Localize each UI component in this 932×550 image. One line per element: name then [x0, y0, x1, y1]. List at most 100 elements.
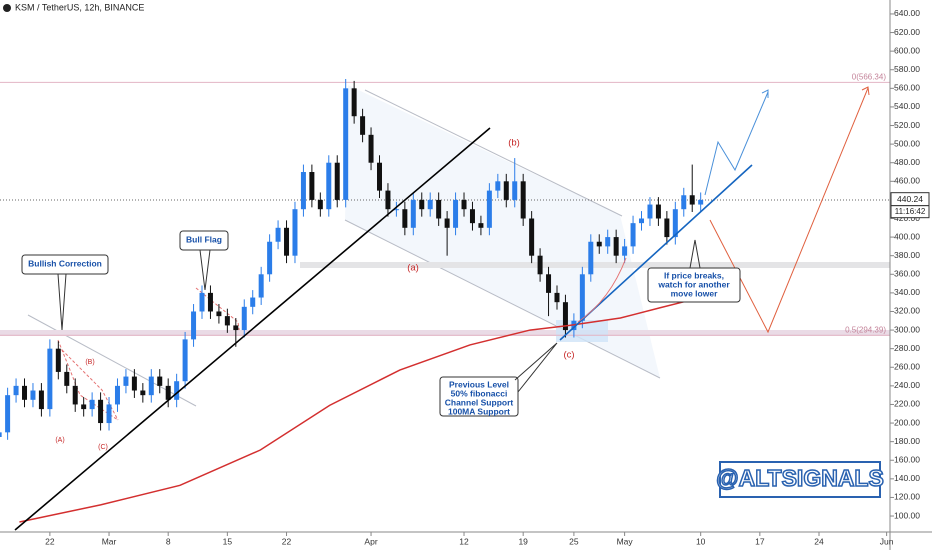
y-tick-label: 140.00	[894, 473, 920, 483]
candle-body	[495, 181, 501, 191]
candle-body	[419, 199, 425, 210]
callout-box	[179, 230, 229, 251]
candle-body	[351, 88, 357, 117]
correction-dash	[61, 349, 119, 421]
candle-body	[309, 172, 315, 200]
candle-body	[233, 325, 239, 331]
candle-body	[64, 371, 70, 386]
trendline	[14, 127, 491, 531]
candle-body	[140, 390, 146, 396]
candle-body	[655, 204, 661, 219]
wave-label: (A)	[55, 437, 64, 444]
candle-body	[292, 209, 298, 256]
candle-body	[224, 316, 230, 326]
candle-body	[114, 385, 120, 405]
candle-body	[360, 116, 366, 135]
candle-body	[81, 404, 87, 410]
candle-body	[393, 209, 399, 211]
x-tick-label: 25	[569, 536, 579, 546]
x-tick-label: 10	[696, 536, 706, 546]
candle-body	[639, 218, 645, 224]
candle-body	[275, 227, 281, 242]
arrow-head	[761, 89, 769, 98]
x-tick-label: Apr	[364, 536, 377, 546]
x-tick-label: 24	[814, 536, 824, 546]
x-tick-label: 22	[45, 536, 55, 546]
candle-body	[13, 385, 19, 396]
callout-pointer	[57, 273, 67, 331]
y-tick-label: 620.00	[894, 27, 920, 37]
y-tick-label: 280.00	[894, 343, 920, 353]
countdown-box	[890, 205, 930, 219]
callout-text: move lower	[671, 288, 718, 298]
watermark-box	[719, 461, 881, 498]
candle-body	[148, 376, 154, 396]
candle-body	[689, 195, 695, 205]
y-tick-label: 300.00	[894, 324, 920, 334]
candle-body	[157, 376, 163, 386]
arrow-head	[861, 86, 870, 96]
candle-body	[486, 190, 492, 228]
x-tick-label: Jun	[880, 536, 894, 546]
x-tick-label: 12	[459, 536, 469, 546]
candle-body	[199, 292, 205, 312]
y-tick-label: 380.00	[894, 250, 920, 260]
candle-body	[385, 190, 391, 210]
y-tick-label: 360.00	[894, 269, 920, 279]
wave-label: (B)	[85, 359, 94, 366]
candle-body	[698, 199, 704, 205]
candle-body	[165, 385, 171, 400]
candle-body	[402, 209, 408, 228]
candle-body	[334, 162, 340, 200]
wave-label: (c)	[563, 350, 574, 361]
y-tick-label: 580.00	[894, 64, 920, 74]
candle-body	[191, 311, 197, 340]
candle-body	[30, 390, 36, 400]
candle-body	[622, 246, 628, 256]
candle-body	[368, 134, 374, 163]
candle-body	[672, 209, 678, 238]
candle-body	[250, 297, 256, 307]
candle-body	[258, 274, 264, 298]
y-tick-label: 320.00	[894, 306, 920, 316]
candle-body	[427, 199, 433, 210]
callout-text: Bull Flag	[186, 234, 222, 244]
candle-body	[98, 399, 104, 424]
callout-box	[21, 254, 109, 275]
candle-body	[647, 204, 653, 219]
candle-body	[444, 218, 450, 228]
candle-body	[343, 88, 349, 200]
callout-text: Channel Support	[445, 397, 514, 407]
candle-body	[241, 306, 247, 331]
candle-body	[461, 199, 467, 210]
y-tick-label: 180.00	[894, 436, 920, 446]
callout-text: Previous Level	[449, 379, 509, 389]
y-tick-label: 200.00	[894, 417, 920, 427]
callout-text: watch for another	[657, 279, 730, 289]
candle-body	[216, 311, 222, 317]
candle-body	[630, 223, 636, 247]
candle-body	[89, 399, 95, 410]
candle-body	[123, 376, 129, 386]
y-tick-label: 500.00	[894, 138, 920, 148]
x-tick-label: 15	[223, 536, 233, 546]
candle-body	[503, 181, 509, 200]
support-band	[0, 330, 890, 336]
wave-label: (b)	[508, 138, 520, 149]
y-tick-label: 160.00	[894, 454, 920, 464]
y-tick-label: 460.00	[894, 176, 920, 186]
channel-lower	[344, 219, 661, 379]
callout-pointer	[199, 249, 211, 291]
wave-label: (C)	[98, 444, 108, 451]
candle-body	[478, 223, 484, 228]
candle-body	[326, 162, 332, 210]
y-tick-label: 260.00	[894, 362, 920, 372]
candle-body	[554, 292, 560, 303]
bear-projection	[709, 87, 869, 334]
candle-body	[267, 241, 273, 275]
wave-label: (a)	[407, 263, 419, 274]
y-tick-label: 100.00	[894, 510, 920, 520]
fib-label: 0.5(294.39)	[845, 325, 886, 334]
callout-box	[647, 267, 741, 303]
